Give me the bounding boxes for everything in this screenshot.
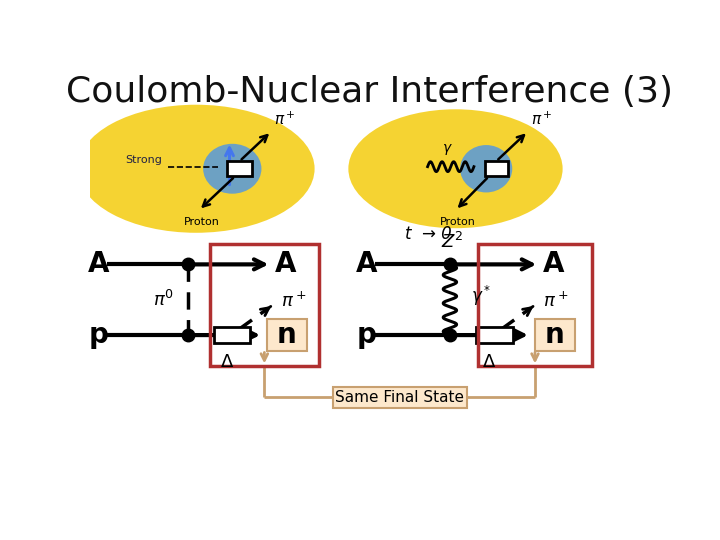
- Text: $\gamma$: $\gamma$: [441, 142, 453, 157]
- Bar: [210, 244, 319, 366]
- Text: $\pi^+$: $\pi^+$: [543, 291, 569, 310]
- Bar: [485, 161, 508, 176]
- Text: p: p: [356, 321, 376, 349]
- Bar: [267, 320, 307, 350]
- Text: Strong: Strong: [126, 156, 163, 165]
- Text: n: n: [277, 321, 297, 349]
- Text: $\pi^+$: $\pi^+$: [531, 111, 552, 129]
- Text: A: A: [542, 251, 564, 279]
- Bar: [214, 327, 251, 343]
- Text: A: A: [88, 251, 109, 279]
- Bar: [478, 244, 592, 366]
- Text: $\pi^+$: $\pi^+$: [281, 291, 306, 310]
- Ellipse shape: [78, 105, 315, 233]
- Text: Proton: Proton: [441, 217, 476, 227]
- Text: p: p: [89, 321, 108, 349]
- Ellipse shape: [203, 144, 261, 194]
- Text: A: A: [274, 251, 296, 279]
- Text: $\pi^0$: $\pi^0$: [153, 289, 174, 310]
- Text: $\Delta$: $\Delta$: [220, 353, 234, 371]
- Text: $\gamma^*$: $\gamma^*$: [471, 284, 492, 308]
- Text: Coulomb‑Nuclear Interference (3): Coulomb‑Nuclear Interference (3): [66, 75, 672, 109]
- Bar: [535, 320, 575, 350]
- Ellipse shape: [460, 145, 512, 192]
- Text: $\Delta$: $\Delta$: [482, 353, 496, 371]
- Ellipse shape: [348, 109, 562, 228]
- Text: t  → 0: t → 0: [405, 225, 452, 242]
- Bar: [477, 327, 513, 343]
- Text: $Z^2$: $Z^2$: [441, 232, 464, 252]
- Text: n: n: [545, 321, 564, 349]
- Text: $\pi^+$: $\pi^+$: [274, 111, 296, 129]
- Bar: [333, 387, 467, 408]
- Text: A: A: [356, 251, 377, 279]
- Text: Same Final State: Same Final State: [336, 390, 464, 405]
- Bar: [227, 161, 252, 176]
- Text: Proton: Proton: [184, 217, 220, 227]
